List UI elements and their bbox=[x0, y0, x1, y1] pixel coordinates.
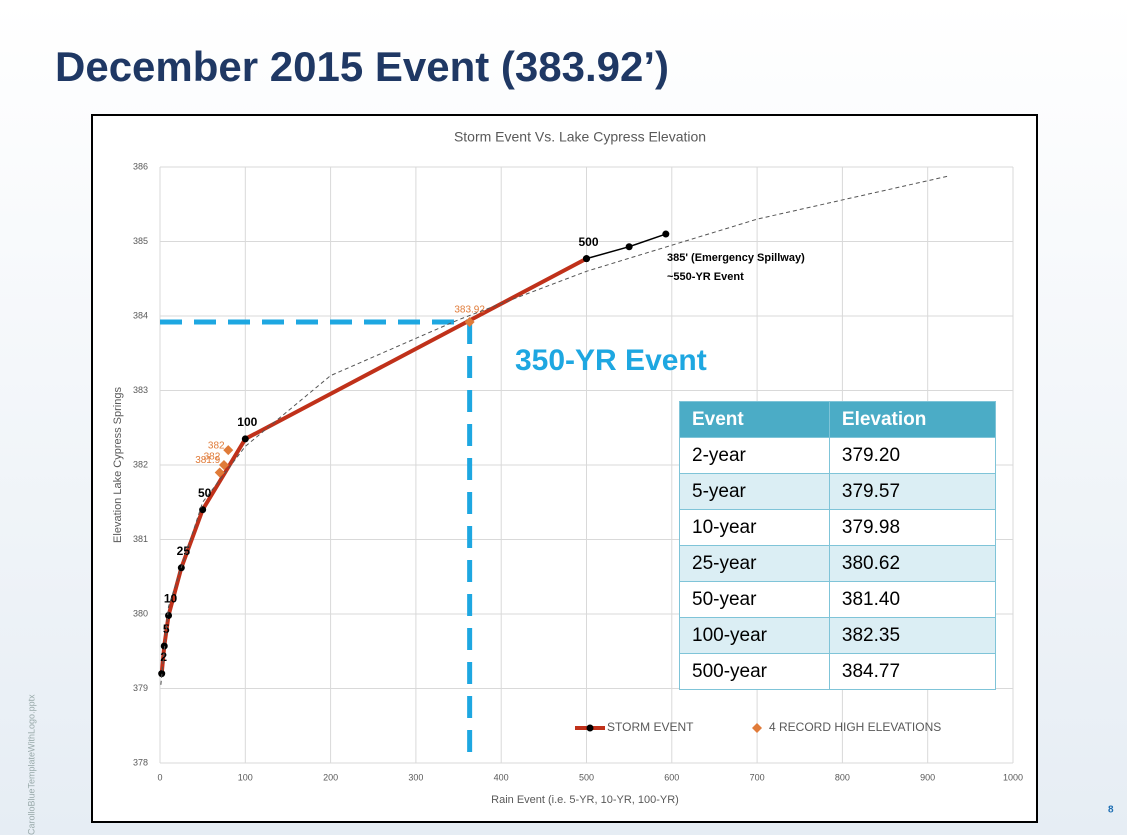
x-tick-label: 0 bbox=[157, 772, 162, 782]
diamond-marker bbox=[223, 445, 234, 456]
point-marker bbox=[158, 670, 166, 678]
data-label: 381.9 bbox=[195, 455, 220, 466]
point-marker bbox=[199, 506, 207, 514]
table-row: 25-year 380.62 bbox=[679, 545, 997, 582]
table-cell: 50-year bbox=[679, 581, 830, 618]
y-tick-label: 378 bbox=[133, 757, 148, 767]
y-axis-title: Elevation Lake Cypress Springs bbox=[112, 387, 124, 543]
point-label: 500 bbox=[578, 235, 598, 249]
x-tick-label: 200 bbox=[323, 772, 338, 782]
table-row: 50-year 381.40 bbox=[679, 581, 997, 618]
table-cell: 381.40 bbox=[828, 581, 997, 618]
table-cell: 5-year bbox=[679, 473, 830, 510]
x-tick-label: 300 bbox=[408, 772, 423, 782]
table-cell: 380.62 bbox=[828, 545, 997, 582]
diamond-marker bbox=[464, 316, 475, 327]
y-tick-label: 386 bbox=[133, 161, 148, 171]
table-row: 500-year 384.77 bbox=[679, 653, 997, 690]
series-line bbox=[160, 175, 950, 685]
table-cell: 100-year bbox=[679, 617, 830, 654]
point-label: 100 bbox=[237, 415, 257, 429]
table-cell: 25-year bbox=[679, 545, 830, 582]
data-label: 383.92 bbox=[454, 305, 485, 316]
table-header-cell: Event bbox=[679, 401, 830, 438]
point-marker bbox=[625, 243, 633, 251]
point-label: 5 bbox=[163, 622, 170, 636]
annotation: 385' (Emergency Spillway) bbox=[667, 252, 805, 264]
x-tick-label: 400 bbox=[494, 772, 509, 782]
side-note: CarolloBlueTemplateWithLogo.pptx bbox=[26, 694, 36, 835]
slide-title: December 2015 Event (383.92’) bbox=[55, 43, 669, 90]
x-tick-label: 100 bbox=[238, 772, 253, 782]
annotation: 350-YR Event bbox=[515, 344, 707, 377]
data-label: 382 bbox=[204, 452, 221, 463]
table-row: 10-year 379.98 bbox=[679, 509, 997, 546]
table-cell: 500-year bbox=[679, 653, 830, 690]
point-marker bbox=[165, 611, 173, 619]
legend-marker bbox=[752, 723, 762, 733]
table-cell: 382.35 bbox=[828, 617, 997, 654]
point-label: 50 bbox=[198, 486, 212, 500]
y-tick-label: 379 bbox=[133, 683, 148, 693]
table-row: 100-year 382.35 bbox=[679, 617, 997, 654]
point-label: 25 bbox=[177, 544, 191, 558]
x-tick-label: 800 bbox=[835, 772, 850, 782]
annotation: ~550-YR Event bbox=[667, 271, 744, 283]
legend-marker bbox=[586, 724, 594, 732]
table-cell: 379.20 bbox=[828, 437, 997, 474]
table-row: 2-year 379.20 bbox=[679, 437, 997, 474]
x-tick-label: 1000 bbox=[1003, 772, 1023, 782]
y-tick-label: 384 bbox=[133, 310, 148, 320]
table-cell: 2-year bbox=[679, 437, 830, 474]
table-header-row: Event Elevation bbox=[679, 401, 997, 438]
legend-label: STORM EVENT bbox=[607, 720, 694, 734]
y-tick-label: 383 bbox=[133, 385, 148, 395]
y-tick-label: 382 bbox=[133, 459, 148, 469]
x-tick-label: 700 bbox=[750, 772, 765, 782]
table-cell: 379.57 bbox=[828, 473, 997, 510]
point-marker bbox=[662, 230, 670, 238]
point-marker bbox=[583, 255, 590, 263]
page-number: 8 bbox=[1108, 805, 1114, 816]
table-header-cell: Elevation bbox=[828, 401, 997, 438]
diamond-marker bbox=[214, 467, 225, 478]
table-row: 5-year 379.57 bbox=[679, 473, 997, 510]
elevation-table: Event Elevation 2-year 379.20 5-year 379.57 10… bbox=[679, 401, 997, 690]
x-axis-title: Rain Event (i.e. 5-YR, 10-YR, 100-YR) bbox=[491, 794, 679, 806]
table-cell: 384.77 bbox=[828, 653, 997, 690]
diamond-marker bbox=[218, 460, 229, 470]
y-tick-label: 380 bbox=[133, 608, 148, 618]
x-tick-label: 900 bbox=[920, 772, 935, 782]
data-label: 382 bbox=[208, 441, 225, 452]
y-tick-label: 381 bbox=[133, 534, 148, 544]
chart-title: Storm Event Vs. Lake Cypress Elevation bbox=[454, 129, 706, 145]
y-tick-label: 385 bbox=[133, 236, 148, 246]
x-tick-label: 500 bbox=[579, 772, 594, 782]
legend-label: 4 RECORD HIGH ELEVATIONS bbox=[769, 720, 941, 734]
x-tick-label: 600 bbox=[664, 772, 679, 782]
table-cell: 379.98 bbox=[828, 509, 997, 546]
table-cell: 10-year bbox=[679, 509, 830, 546]
point-marker bbox=[241, 435, 249, 443]
